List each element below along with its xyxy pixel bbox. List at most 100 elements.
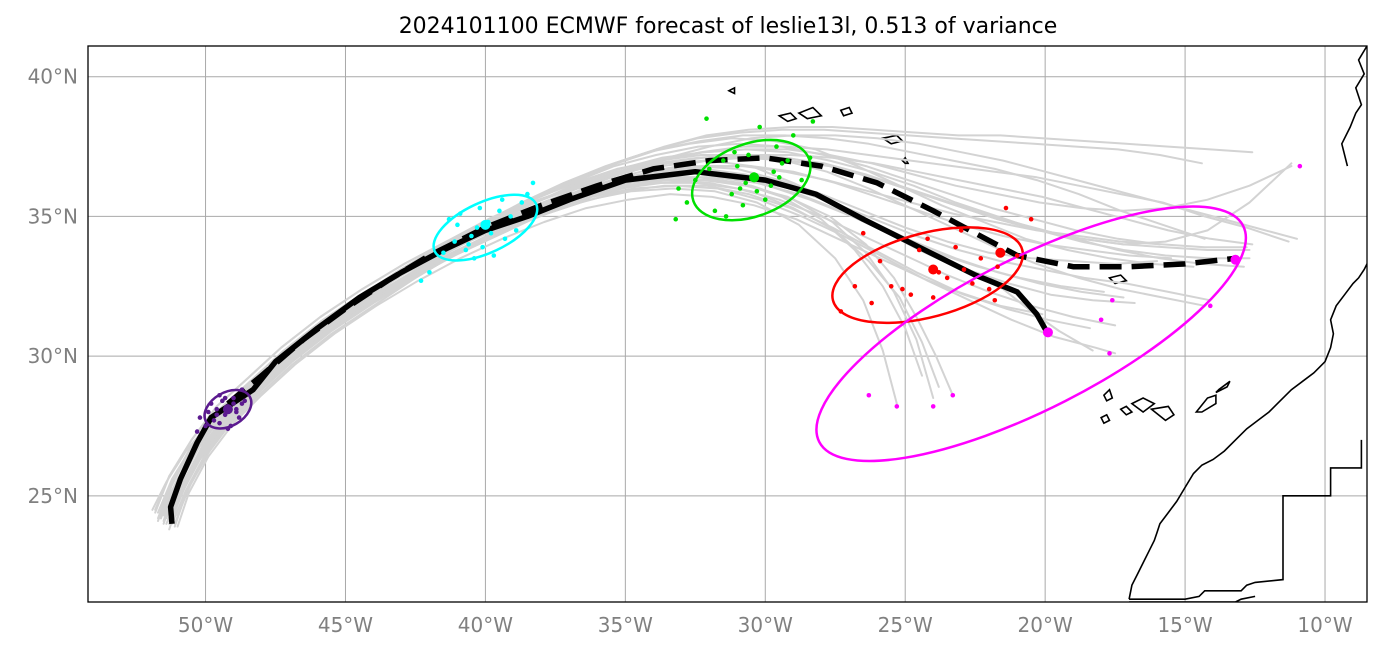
island-outline [839,106,854,117]
island-outline [1100,413,1111,425]
member-point [242,398,248,404]
member-point [860,230,866,236]
member-point [888,283,894,289]
y-tick-label: 35°N [28,204,78,228]
member-point [1003,205,1009,211]
x-tick-label: 30°W [738,613,793,637]
member-point [239,401,245,406]
y-tick-label: 25°N [28,484,78,508]
member-point [693,177,698,183]
ensemble-member-tracks [151,126,1298,531]
member-point [203,423,208,429]
member-point [721,158,726,163]
member-point [1014,253,1020,258]
member-point [427,270,432,275]
member-point [869,300,874,306]
member-point [743,180,748,186]
dashed-mean-track [226,155,1236,406]
mean-point [480,219,491,230]
member-point [211,418,217,423]
member-point [737,186,743,191]
member-point [225,426,231,432]
mean-point [995,247,1006,258]
island-outline [1130,397,1156,413]
x-tick-label: 20°W [1018,613,1073,637]
x-tick-label: 25°W [878,613,933,637]
member-point [208,401,214,406]
member-point [222,395,228,401]
member-point [1207,303,1213,309]
plot-frame [87,45,1368,603]
member-point [217,392,222,398]
member-point [1098,317,1104,323]
member-track [176,184,1117,517]
member-point [206,409,211,415]
member-point [785,158,790,163]
member-point [978,256,984,261]
mean-tracks [167,155,1236,525]
member-point [723,214,729,219]
member-track [171,134,1298,525]
member-point [452,239,457,244]
member-point [852,283,858,289]
member-point [768,183,774,188]
member-point [1107,351,1112,356]
member-point [684,200,690,205]
x-tick-label: 10°W [1297,613,1352,637]
mean-point [749,172,760,183]
gridlines [88,46,1367,602]
member-point [234,406,239,412]
mean-point [222,404,233,415]
member-point [925,236,930,242]
x-tick-label: 45°W [318,613,373,637]
member-point [908,292,914,297]
member-point [239,387,245,392]
coastlines [1128,46,1367,602]
member-point [740,202,746,208]
y-tick-label: 30°N [28,344,78,368]
island-outline [1119,405,1134,416]
member-point [894,404,900,409]
member-point [958,228,964,233]
member-point [491,253,497,258]
x-tick-label: 40°W [458,613,513,637]
member-point [231,401,236,406]
x-tick-label: 35°W [598,613,653,637]
member-point [712,208,718,214]
member-point [866,392,872,398]
island-outline [727,86,736,95]
member-point [441,250,446,256]
member-point [986,286,992,292]
island-outline [777,112,798,123]
member-track [173,165,1173,528]
member-track [165,176,1212,525]
member-point [900,286,905,292]
uncertainty-ellipse [831,226,1025,325]
member-point [519,200,525,205]
member-track [157,176,923,520]
member-point [779,161,785,166]
member-point [471,256,477,261]
member-point [762,197,768,202]
member-track [171,179,940,514]
member-point [810,119,816,124]
x-tick-label: 50°W [178,613,233,637]
member-point [214,406,220,412]
member-point [477,205,483,211]
y-tick-label: 40°N [28,65,78,89]
island-outline [1194,394,1217,413]
member-point [734,163,740,169]
x-axis-ticks: 50°W 45°W 40°W 35°W 30°W 25°W 20°W 15°W 10°W [178,613,1353,637]
member-point [676,186,681,191]
member-point [930,404,936,409]
member-point [1110,297,1115,303]
member-point [838,309,844,314]
member-point [729,191,734,197]
member-point [457,211,463,216]
member-point [497,208,502,214]
member-point [499,197,505,202]
member-point [466,242,471,247]
island-outline [1102,388,1114,402]
island-outline [1215,380,1231,394]
